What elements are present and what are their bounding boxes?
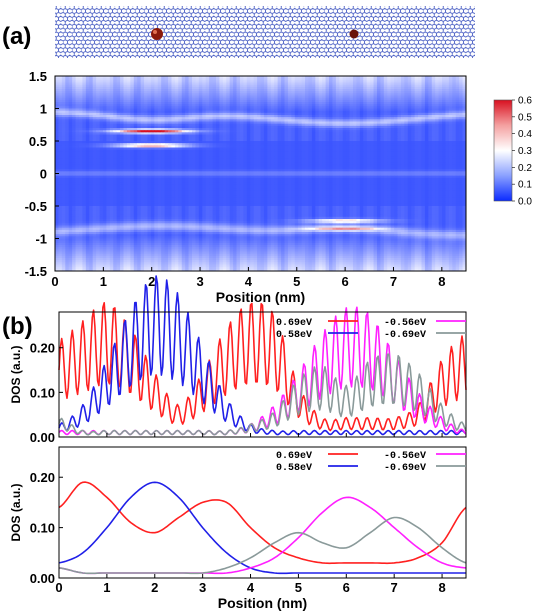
graphene-ribbon — [55, 6, 475, 58]
adatom-1 — [151, 28, 163, 40]
heatmap-plot — [55, 76, 466, 271]
panel-a-label: (a) — [2, 23, 31, 50]
adatom-2 — [350, 30, 359, 39]
lattice-pattern — [55, 6, 475, 58]
panel-b-label: (b) — [2, 313, 33, 340]
adatom-1-highlight — [153, 30, 157, 34]
